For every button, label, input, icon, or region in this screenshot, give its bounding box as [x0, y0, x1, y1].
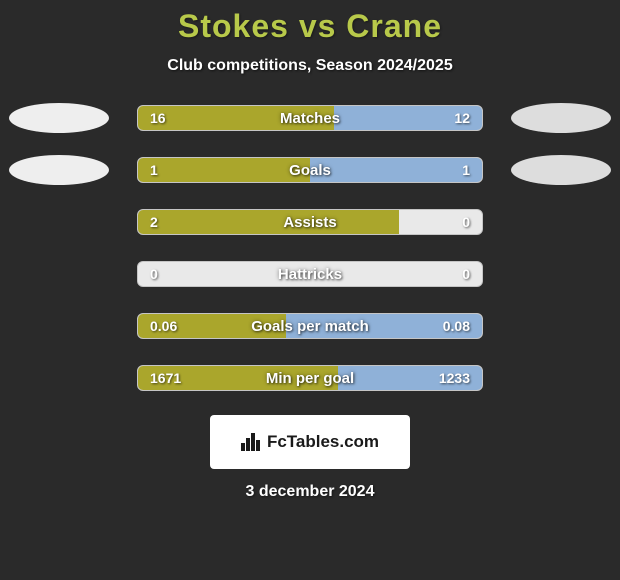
subtitle: Club competitions, Season 2024/2025 — [0, 57, 620, 75]
stat-bar: 1612Matches — [137, 105, 483, 131]
player-badge-left — [9, 155, 109, 185]
stat-row: 11Goals — [0, 155, 620, 185]
player-badge-right — [511, 103, 611, 133]
stat-row: 16711233Min per goal — [0, 363, 620, 393]
badge-spacer — [9, 207, 109, 237]
player-badge-left — [9, 103, 109, 133]
page-title: Stokes vs Crane — [0, 8, 620, 45]
brand-text: FcTables.com — [267, 432, 379, 452]
badge-spacer — [511, 207, 611, 237]
stat-label: Assists — [138, 210, 482, 234]
stat-bar: 20Assists — [137, 209, 483, 235]
stat-row: 00Hattricks — [0, 259, 620, 289]
stat-bar: 00Hattricks — [137, 261, 483, 287]
stat-row: 20Assists — [0, 207, 620, 237]
badge-spacer — [511, 259, 611, 289]
badge-spacer — [511, 363, 611, 393]
badge-spacer — [9, 259, 109, 289]
stat-row: 0.060.08Goals per match — [0, 311, 620, 341]
badge-spacer — [9, 311, 109, 341]
stat-bar: 11Goals — [137, 157, 483, 183]
stat-label: Min per goal — [138, 366, 482, 390]
brand-bars-icon — [241, 433, 261, 451]
stat-label: Hattricks — [138, 262, 482, 286]
stat-label: Goals — [138, 158, 482, 182]
date-text: 3 december 2024 — [0, 483, 620, 501]
player-badge-right — [511, 155, 611, 185]
badge-spacer — [511, 311, 611, 341]
stat-row: 1612Matches — [0, 103, 620, 133]
stat-bar: 16711233Min per goal — [137, 365, 483, 391]
stat-bar: 0.060.08Goals per match — [137, 313, 483, 339]
stat-label: Goals per match — [138, 314, 482, 338]
stats-list: 1612Matches 11Goals 20Assists 00Hattricks 0.… — [0, 103, 620, 393]
stat-label: Matches — [138, 106, 482, 130]
badge-spacer — [9, 363, 109, 393]
comparison-card: Stokes vs Crane Club competitions, Seaso… — [0, 0, 620, 501]
brand-badge[interactable]: FcTables.com — [210, 415, 410, 469]
